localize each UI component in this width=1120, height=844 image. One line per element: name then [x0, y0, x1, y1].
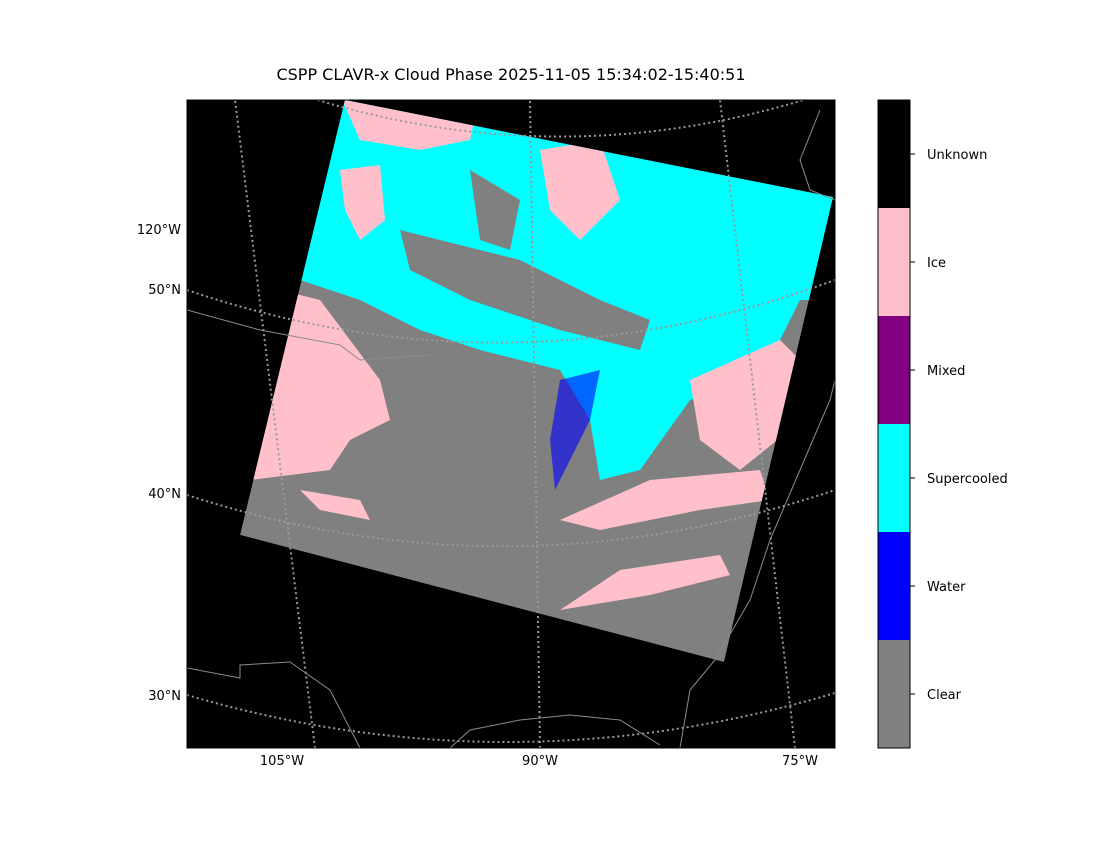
- colorbar-frame: [877, 99, 911, 749]
- lat-label: 120°W: [137, 223, 181, 238]
- lat-label: 30°N: [148, 689, 181, 704]
- colorbar-label: Clear: [927, 688, 962, 703]
- colorbar-label: Water: [927, 580, 966, 595]
- colorbar-label: Ice: [927, 256, 946, 271]
- colorbar-segment: [878, 316, 910, 424]
- map: [187, 100, 835, 748]
- map-frame: [186, 99, 836, 749]
- colorbar-segment: [878, 208, 910, 316]
- lon-label: 90°W: [522, 754, 558, 769]
- colorbar-label: Mixed: [927, 364, 965, 379]
- colorbar-label: Supercooled: [927, 472, 1008, 487]
- colorbar: Clear Water Supercooled Mixed Ice Unknown: [877, 99, 1008, 749]
- colorbar-segment: [878, 640, 910, 748]
- swath: [240, 100, 833, 662]
- lon-label: 105°W: [260, 754, 304, 769]
- colorbar-label: Unknown: [927, 148, 987, 163]
- lat-label: 50°N: [148, 283, 181, 298]
- lon-label: 75°W: [782, 754, 818, 769]
- colorbar-segment: [878, 424, 910, 532]
- lat-label: 40°N: [148, 487, 181, 502]
- title: CSPP CLAVR-x Cloud Phase 2025-11-05 15:3…: [276, 65, 745, 84]
- colorbar-segment: [878, 532, 910, 640]
- colorbar-segment: [878, 100, 910, 208]
